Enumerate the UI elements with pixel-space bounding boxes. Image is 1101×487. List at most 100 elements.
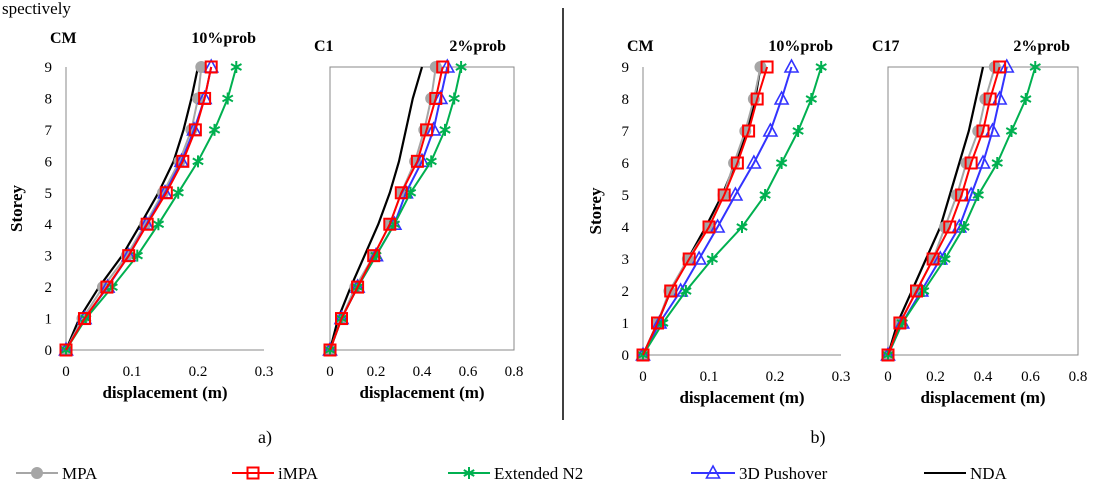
data-point-3d-pushover [762,122,779,137]
legend-label: MPA [62,464,98,483]
y-tick-label: 7 [622,124,630,140]
data-point-impa [140,217,154,231]
data-point-impa [77,312,91,326]
data-point-impa [730,156,744,170]
y-tick-label: 2 [622,284,630,300]
chart-a-cm: 0 0.1 0.2 0.3 0 1 2 3 4 5 6 7 8 9 CM 10%prob displacemen… [7,30,273,402]
legend-item-mpa: MPA [16,464,98,483]
plot-frame [329,66,515,351]
series-line-extended-n2 [65,66,238,351]
data-point-impa [59,343,73,357]
x-tick-label: 0.2 [189,364,208,380]
data-point-impa [351,280,365,294]
data-point-extended-n2 [775,157,788,169]
x-tick-label: 0 [884,369,892,385]
data-point-impa [651,316,665,330]
data-point-3d-pushover [425,121,442,136]
y-tick-label: 7 [45,123,53,139]
series-line-impa [65,66,213,351]
series-nda [328,66,424,351]
data-point-impa [910,284,923,298]
legend-label: iMPA [278,464,319,483]
data-point-extended-n2 [448,92,460,105]
chart-b-c17: 0 0.2 0.4 0.6 0.8 C17 2%prob displacement (m) [872,38,1087,407]
y-tick-label: 4 [45,217,53,233]
x-tick-label: 0.1 [123,364,142,380]
data-point-impa [420,123,434,137]
series-nda [886,66,985,356]
x-axis-label: displacement (m) [679,388,804,407]
data-point-impa [682,252,696,266]
y-tick-label: 0 [622,348,630,364]
legend: MPA iMPA Extended N2 3D Pushover NDA [16,464,1008,483]
x-tick-label: 0.2 [367,364,386,380]
data-point-impa [926,252,940,266]
legend-label: NDA [970,464,1008,483]
chart-title-probability: 10%prob [191,30,256,47]
series-line-impa [642,66,769,356]
series-line-impa [329,66,444,351]
data-point-mpa [754,61,767,73]
legend-item-impa: iMPA [232,464,319,483]
series-line-extended-n2 [887,66,1037,356]
data-point-impa [159,186,173,200]
chart-title-location: CM [50,30,77,47]
series-line-nda [328,66,424,351]
y-tick-label: 9 [45,60,53,76]
series-line-extended-n2 [642,66,823,356]
x-tick-label: 0.8 [505,364,524,380]
data-point-impa [204,60,218,74]
panel-label-b: b) [811,427,826,448]
series-extended-n2 [60,61,242,356]
x-axis-label: displacement (m) [920,388,1045,407]
x-tick-label: 0 [62,364,70,380]
data-point-impa [176,154,190,168]
data-point-impa [410,154,424,168]
x-tick-label: 0.6 [1021,369,1040,385]
data-point-extended-n2 [972,189,984,201]
y-tick-label: 8 [45,91,53,107]
data-point-impa [750,92,764,106]
series-nda [64,66,200,351]
data-point-3d-pushover [773,90,790,105]
chart-title-probability: 2%prob [449,38,506,55]
chart-b-cm: 0 0.1 0.2 0.3 0 1 2 3 4 5 6 7 8 9 CM 10%prob displacemen… [586,38,850,407]
data-point-impa [198,91,212,105]
data-point-impa [100,280,114,294]
data-point-impa [383,217,397,231]
data-point-impa [742,124,756,138]
data-point-extended-n2 [917,285,930,297]
data-point-extended-n2 [192,155,204,168]
legend-item-extended-n2: Extended N2 [448,464,583,483]
series-line-nda [886,66,985,356]
y-tick-label: 5 [45,186,53,202]
x-tick-label: 0.1 [700,369,719,385]
data-point-extended-n2 [172,186,184,199]
data-point-impa [983,92,997,106]
data-point-3d-pushover [746,154,762,169]
data-point-3d-pushover [783,58,800,73]
y-tick-label: 2 [45,280,53,296]
x-tick-label: 0.8 [1069,369,1088,385]
data-point-impa [188,123,202,137]
data-point-impa [881,348,895,362]
chart-title-probability: 2%prob [1013,38,1070,55]
data-point-impa [394,186,408,200]
x-tick-label: 0 [639,369,647,385]
data-point-impa [122,249,136,263]
series-line-mpa [642,66,762,356]
chart-title-location: CM [627,38,654,55]
y-tick-label: 1 [622,316,630,332]
data-point-3d-pushover [998,58,1015,73]
data-point-extended-n2 [230,61,242,73]
data-point-impa [367,249,381,263]
series-mpa [637,61,767,361]
chart-title-location: C17 [872,38,900,55]
data-point-impa [893,316,907,330]
series-extended-n2 [637,61,827,361]
caption-fragment: spectively [2,0,71,18]
data-point-mpa [429,61,442,73]
data-point-extended-n2 [706,253,718,265]
x-axis-label: displacement (m) [102,383,227,402]
legend-item-nda: NDA [924,464,1008,483]
